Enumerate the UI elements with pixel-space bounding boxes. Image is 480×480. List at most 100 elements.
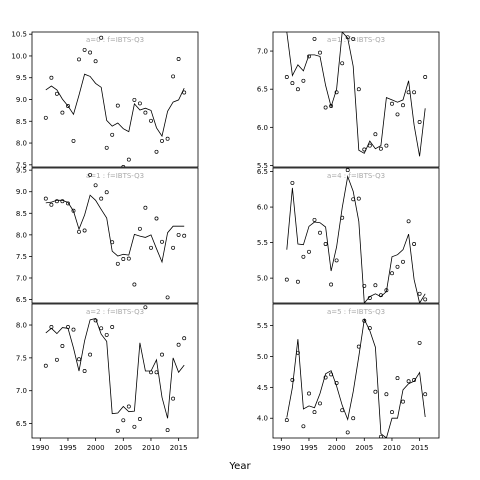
observation-point (367, 326, 372, 331)
observation-point (165, 295, 170, 300)
observation-point (99, 196, 104, 201)
observation-point (137, 417, 142, 421)
observation-point (401, 399, 405, 404)
observation-point (340, 215, 345, 220)
y-tick-label: 5.0 (257, 353, 268, 361)
observation-point (378, 434, 383, 438)
observation-point (373, 132, 378, 137)
y-tick-label: 10.0 (11, 52, 27, 60)
observation-point (334, 381, 339, 385)
y-tick-label: 5.5 (257, 162, 268, 170)
x-tick-label: 1990 (272, 444, 290, 452)
observation-point (115, 261, 120, 266)
panel-label: a=5 : f=IBTS-Q3 (327, 308, 385, 316)
panel-frame (272, 31, 440, 168)
observation-point (351, 197, 356, 202)
observation-point (390, 410, 394, 415)
observation-point (412, 90, 417, 95)
panel-1: a=0 : f=IBTS-Q3 7.5 8.0 8.5 9.0 9.5 10.0 10.5 (11, 31, 199, 169)
observation-point (395, 112, 400, 117)
observation-point (323, 375, 328, 380)
observation-point (356, 196, 361, 201)
observation-point (406, 90, 411, 95)
observation-point (160, 138, 164, 143)
observation-point (88, 352, 93, 357)
observation-point (71, 208, 76, 213)
x-tick-label: 1995 (59, 444, 77, 452)
y-tick-label: 4.5 (257, 384, 268, 392)
x-tick-label: 2005 (114, 444, 132, 452)
observation-point (165, 428, 170, 433)
observation-point (160, 239, 164, 244)
panel-3: a=1 : f=IBTS-Q3 6.5 7.0 7.5 8.0 8.5 9.0 9.5 (16, 167, 199, 304)
x-tick-label: 2000 (328, 444, 346, 452)
y-tick-label: 8.0 (16, 140, 27, 148)
observation-point (77, 357, 81, 362)
observation-point (284, 277, 289, 282)
panel-label: a=0 : f=IBTS-Q3 (86, 36, 144, 44)
observation-point (66, 201, 70, 206)
observation-point (182, 90, 187, 95)
panel-frame (31, 31, 199, 168)
panel-6: a=5 : f=IBTS-Q3 4.0 4.5 5.0 5.5 1990 1995 2000 2… (257, 303, 440, 452)
observation-point (417, 291, 422, 296)
observation-point (301, 424, 306, 429)
observation-point (334, 90, 339, 95)
observation-point (351, 36, 356, 41)
x-tick-label: 2005 (355, 444, 373, 452)
observation-point (284, 75, 289, 79)
observation-point (384, 288, 389, 293)
observation-point (49, 202, 54, 207)
observation-point (401, 103, 405, 108)
observation-point (356, 344, 361, 349)
observation-point (126, 157, 131, 162)
observation-point (182, 336, 187, 341)
x-tick-label: 2015 (411, 444, 429, 452)
observation-point (323, 242, 328, 246)
fitted-line (286, 318, 426, 438)
observation-point (423, 75, 428, 79)
observation-point (104, 145, 109, 150)
observation-point (307, 391, 311, 396)
observation-point (126, 256, 131, 261)
observation-point (312, 217, 317, 222)
observation-point (110, 325, 115, 329)
observation-point (110, 240, 115, 245)
observation-point (154, 370, 159, 375)
observation-point (93, 59, 98, 64)
y-tick-label: 6.5 (257, 168, 268, 176)
y-tick-label: 5.5 (257, 239, 268, 247)
observation-point (384, 143, 389, 148)
observation-point (149, 370, 153, 375)
observation-point (149, 118, 153, 123)
observation-point (132, 282, 137, 287)
observation-point (121, 165, 126, 167)
observation-point (66, 325, 70, 329)
y-tick-label: 6.0 (257, 124, 268, 132)
observation-point (54, 357, 59, 362)
observation-point (395, 264, 400, 269)
observation-point (340, 408, 345, 413)
y-tick-label: 9.5 (16, 167, 27, 175)
y-tick-label: 7.5 (16, 161, 27, 169)
observation-point (121, 418, 126, 423)
observation-point (93, 183, 98, 188)
observation-point (340, 61, 345, 66)
y-tick-label: 9.0 (16, 188, 27, 196)
y-tick-label: 6.0 (257, 204, 268, 212)
y-tick-label: 10.5 (11, 31, 27, 39)
fitted-line (45, 318, 185, 419)
observation-point (329, 104, 334, 108)
observation-point (176, 232, 181, 237)
observation-point (356, 87, 361, 92)
observation-point (312, 36, 317, 41)
observation-point (110, 132, 115, 137)
y-tick-label: 7.0 (16, 387, 27, 395)
observation-point (406, 219, 411, 224)
observation-point (329, 372, 334, 377)
observation-point (132, 424, 137, 429)
observation-point (182, 233, 187, 238)
observation-point (307, 249, 311, 254)
observation-point (334, 258, 339, 263)
observation-point (318, 50, 322, 55)
